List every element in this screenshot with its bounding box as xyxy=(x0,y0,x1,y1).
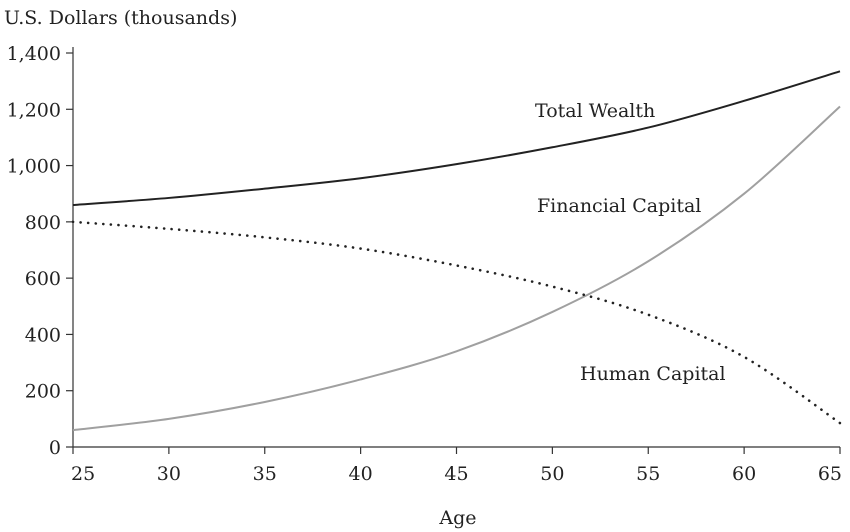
y-tick-label: 1,000 xyxy=(7,156,61,178)
x-tick-label: 60 xyxy=(732,463,756,485)
y-axis-title: U.S. Dollars (thousands) xyxy=(4,7,237,29)
y-tick-label: 1,400 xyxy=(7,43,61,65)
y-tick-label: 800 xyxy=(25,212,61,234)
x-tick-label: 30 xyxy=(157,463,181,485)
series-line-financial-capital xyxy=(72,105,841,432)
y-tick-label: 200 xyxy=(25,381,61,403)
series-label-total-wealth: Total Wealth xyxy=(535,100,655,122)
series-line-total-wealth xyxy=(72,70,841,206)
x-tick-label: 25 xyxy=(71,463,95,485)
x-tick-label: 55 xyxy=(636,463,660,485)
x-tick-label: 50 xyxy=(540,463,564,485)
series-label-financial-capital: Financial Capital xyxy=(537,195,701,217)
x-tick-label: 45 xyxy=(444,463,468,485)
y-tick-label: 600 xyxy=(25,268,61,290)
x-tick-label: 40 xyxy=(349,463,373,485)
x-tick-label: 35 xyxy=(253,463,277,485)
y-tick-label: 400 xyxy=(25,324,61,346)
y-tick-label: 0 xyxy=(49,437,61,459)
axes: 0 200 400 600 800 1,000 1,200 1,400 25 30 35 40 45 50… xyxy=(7,43,842,485)
series-group xyxy=(71,70,842,432)
y-tick-label: 1,200 xyxy=(7,99,61,121)
series-line-human-capital xyxy=(71,220,842,425)
series-label-human-capital: Human Capital xyxy=(580,363,726,385)
x-tick-label: 65 xyxy=(818,463,842,485)
x-axis-title: Age xyxy=(438,507,476,529)
